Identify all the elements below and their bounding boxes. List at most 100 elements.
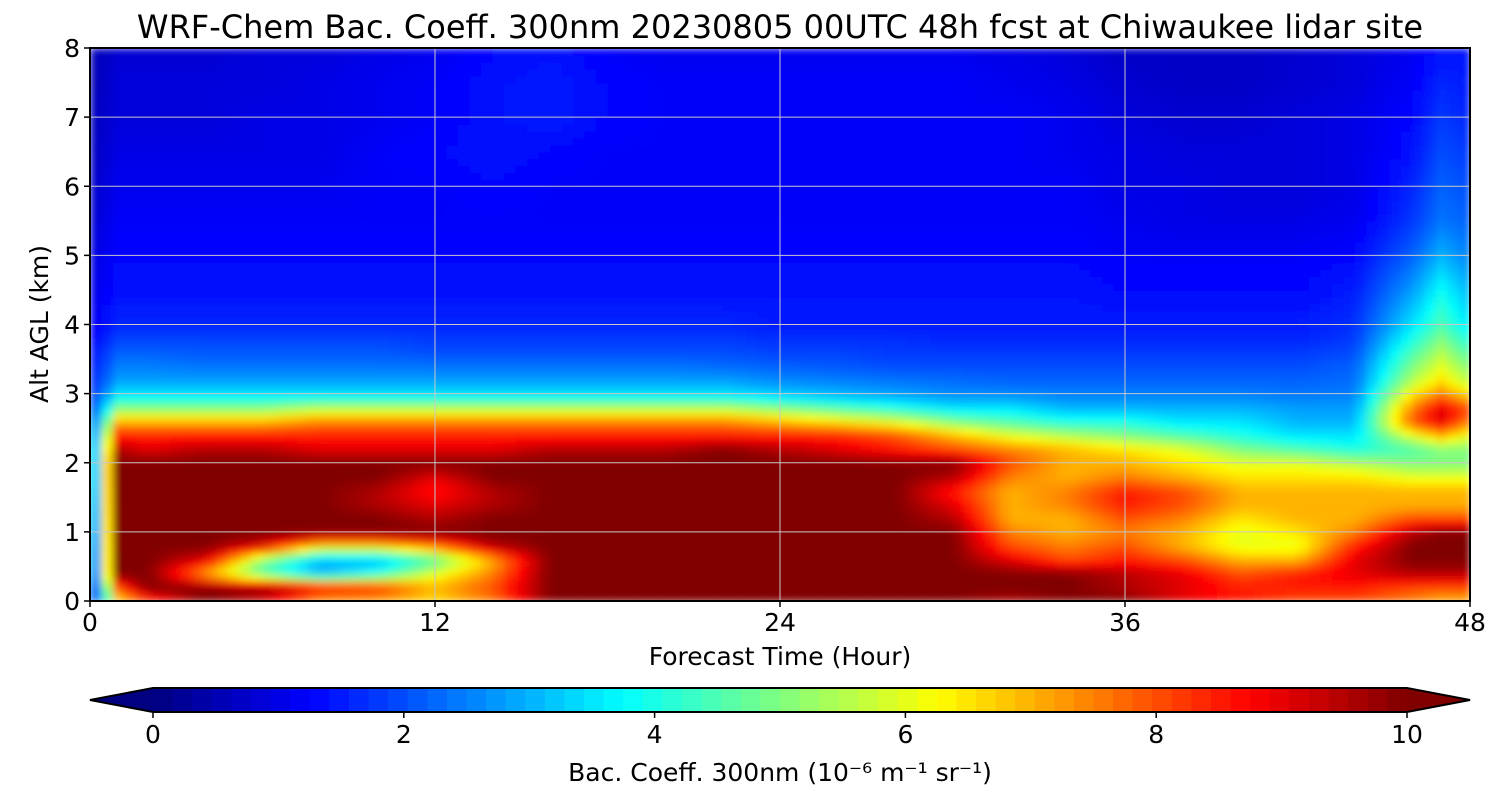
- heatmap-cell: [596, 490, 609, 499]
- heatmap-cell: [423, 317, 436, 326]
- heatmap-cell: [262, 504, 275, 512]
- heatmap-cell: [400, 435, 413, 443]
- heatmap-cell: [1240, 393, 1253, 402]
- heatmap-cell: [665, 559, 678, 568]
- heatmap-cell: [803, 594, 816, 601]
- heatmap-cell: [791, 400, 804, 409]
- heatmap-cell: [527, 400, 540, 409]
- heatmap-cell: [1171, 538, 1184, 547]
- heatmap-cell: [1458, 393, 1470, 402]
- heatmap-cell: [1148, 566, 1161, 575]
- heatmap-cell: [1240, 455, 1253, 464]
- heatmap-cell: [182, 531, 195, 540]
- heatmap-cell: [124, 566, 137, 575]
- heatmap-cell: [1010, 317, 1023, 326]
- heatmap-cell: [780, 324, 793, 333]
- heatmap-cell: [607, 518, 620, 526]
- heatmap-cell: [389, 497, 402, 506]
- heatmap-cell: [711, 504, 724, 512]
- heatmap-cell: [1079, 524, 1092, 533]
- heatmap-cell: [998, 594, 1011, 601]
- heatmap-cell: [929, 566, 942, 575]
- heatmap-cell: [274, 545, 287, 554]
- heatmap-cell: [389, 324, 402, 333]
- heatmap-cell: [964, 587, 977, 595]
- heatmap-cell: [308, 490, 321, 499]
- heatmap-cell: [274, 331, 287, 340]
- heatmap-cell: [113, 469, 126, 478]
- heatmap-cell: [676, 497, 689, 506]
- heatmap-cell: [918, 573, 931, 582]
- heatmap-cell: [389, 594, 402, 601]
- heatmap-cell: [412, 587, 425, 595]
- heatmap-cell: [1205, 338, 1218, 347]
- heatmap-cell: [1182, 518, 1195, 526]
- heatmap-cell: [113, 545, 126, 554]
- heatmap-cell: [400, 414, 413, 423]
- heatmap-cell: [745, 393, 758, 402]
- heatmap-cell: [458, 386, 471, 395]
- heatmap-cell: [814, 359, 827, 367]
- heatmap-cell: [975, 469, 988, 478]
- heatmap-cell: [1102, 559, 1115, 568]
- heatmap-cell: [228, 352, 241, 360]
- heatmap-cell: [688, 365, 701, 374]
- heatmap-cell: [1079, 331, 1092, 340]
- heatmap-cell: [619, 310, 632, 319]
- heatmap-cell: [860, 580, 873, 588]
- heatmap-cell: [400, 386, 413, 395]
- heatmap-cell: [849, 448, 862, 457]
- heatmap-cell: [596, 455, 609, 464]
- heatmap-cell: [343, 538, 356, 547]
- heatmap-cell: [1424, 365, 1437, 374]
- heatmap-cell: [527, 531, 540, 540]
- heatmap-cell: [1113, 594, 1126, 601]
- heatmap-cell: [653, 435, 666, 443]
- heatmap-cell: [1412, 324, 1425, 333]
- heatmap-cell: [952, 352, 965, 360]
- heatmap-cell: [665, 594, 678, 601]
- heatmap-cell: [251, 538, 264, 547]
- heatmap-cell: [768, 580, 781, 588]
- heatmap-cell: [1079, 573, 1092, 582]
- heatmap-cell: [113, 317, 126, 326]
- heatmap-cell: [1263, 462, 1276, 471]
- heatmap-cell: [734, 442, 747, 450]
- heatmap-cell: [734, 573, 747, 582]
- heatmap-cell: [159, 462, 172, 471]
- heatmap-cell: [354, 310, 367, 319]
- heatmap-cell: [550, 379, 563, 388]
- heatmap-cell: [768, 442, 781, 450]
- heatmap-cell: [918, 504, 931, 512]
- heatmap-cell: [1033, 511, 1046, 519]
- heatmap-cell: [423, 455, 436, 464]
- heatmap-cell: [1297, 338, 1310, 347]
- heatmap-cell: [1309, 365, 1322, 374]
- heatmap-cell: [849, 414, 862, 423]
- heatmap-cell: [768, 365, 781, 374]
- heatmap-cell: [699, 386, 712, 395]
- heatmap-cell: [412, 317, 425, 326]
- heatmap-cell: [676, 594, 689, 601]
- heatmap-cell: [757, 407, 770, 416]
- heatmap-cell: [734, 331, 747, 340]
- heatmap-cell: [941, 372, 954, 381]
- heatmap-cell: [1309, 338, 1322, 347]
- heatmap-cell: [941, 421, 954, 429]
- heatmap-cell: [1320, 359, 1333, 367]
- heatmap-cell: [354, 538, 367, 547]
- heatmap-cell: [458, 594, 471, 601]
- heatmap-cell: [1401, 400, 1414, 409]
- heatmap-cell: [1263, 552, 1276, 561]
- heatmap-cell: [1343, 317, 1356, 326]
- heatmap-cell: [1366, 317, 1379, 326]
- heatmap-cell: [1148, 359, 1161, 367]
- heatmap-cell: [1079, 538, 1092, 547]
- heatmap-cell: [251, 587, 264, 595]
- heatmap-cell: [1067, 462, 1080, 471]
- heatmap-cell: [883, 400, 896, 409]
- heatmap-cell: [722, 317, 735, 326]
- heatmap-cell: [964, 469, 977, 478]
- heatmap-cell: [1056, 483, 1069, 492]
- heatmap-cell: [216, 338, 229, 347]
